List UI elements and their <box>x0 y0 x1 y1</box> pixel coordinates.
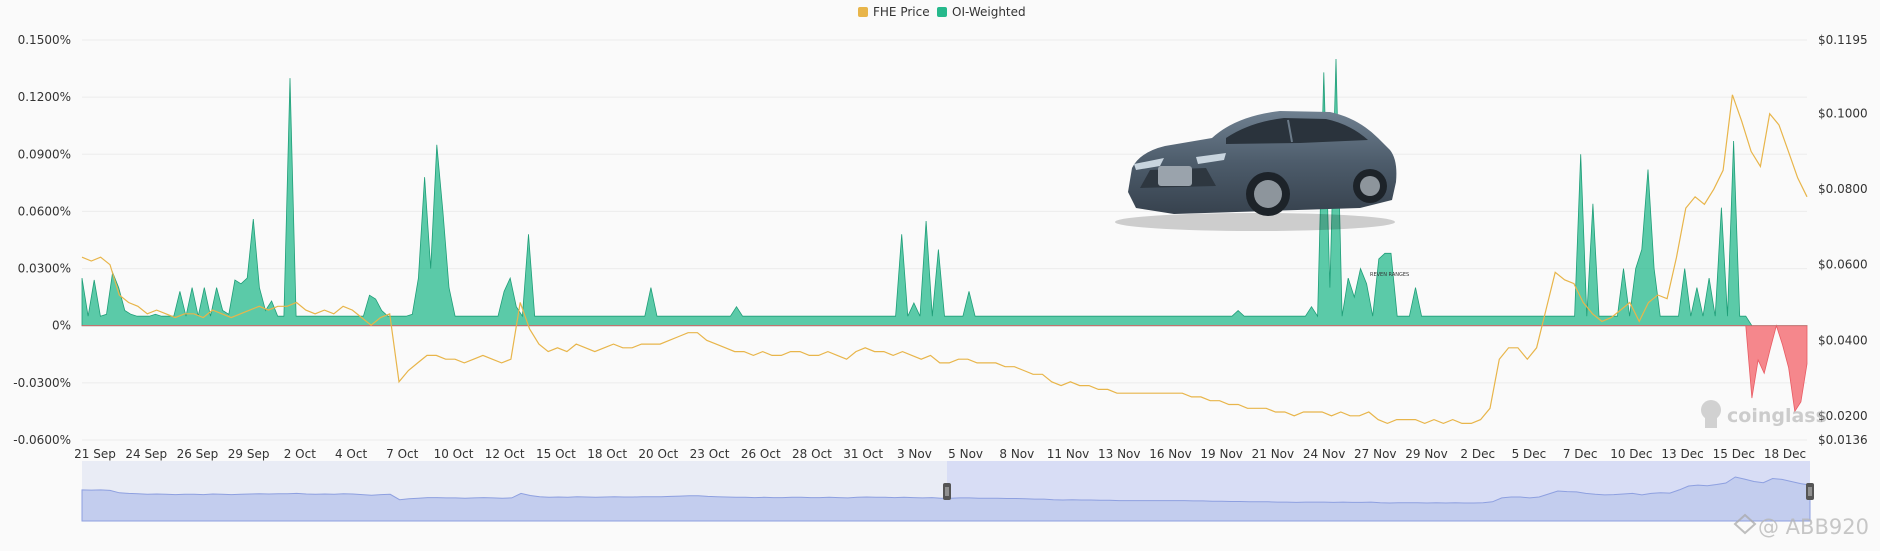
y-left-tick-label: 0.1500% <box>18 33 71 47</box>
x-tick-label: 24 Nov <box>1303 447 1346 461</box>
y-right-tick-label: $0.1195 <box>1818 33 1868 47</box>
x-tick-label: 23 Oct <box>690 447 730 461</box>
y-left-tick-label: 0.1200% <box>18 90 71 104</box>
coinglass-watermark: coinglass <box>1701 400 1827 428</box>
legend-item-fhe-price[interactable]: FHE Price <box>858 5 930 19</box>
navigator[interactable] <box>81 461 1814 522</box>
x-tick-label: 7 Dec <box>1563 447 1598 461</box>
x-tick-label: 5 Nov <box>948 447 983 461</box>
y-right-tick-label: $0.0400 <box>1818 333 1868 347</box>
y-axis-right: $0.1195 $0.1000 $0.0800 $0.0600 $0.0400 $0.02… <box>1818 33 1868 447</box>
x-tick-label: 12 Oct <box>485 447 525 461</box>
x-tick-label: 21 Sep <box>74 447 116 461</box>
x-tick-label: 10 Oct <box>434 447 474 461</box>
y-left-tick-label: 0.0600% <box>18 204 71 218</box>
legend-label-fhe-price: FHE Price <box>873 5 930 19</box>
navigator-handle-right[interactable] <box>1806 483 1814 500</box>
x-tick-label: 18 Oct <box>587 447 627 461</box>
x-tick-label: 18 Dec <box>1764 447 1806 461</box>
oi-weighted-positive-area <box>81 58 1808 327</box>
y-right-tick-label: $0.0600 <box>1818 258 1868 272</box>
coinglass-logo-icon <box>1701 400 1721 428</box>
y-left-tick-label: 0.0300% <box>18 262 71 276</box>
photo-caption: REVEN RANGES <box>1370 272 1409 278</box>
y-left-tick-label: -0.0300% <box>13 376 71 390</box>
x-tick-label: 5 Dec <box>1512 447 1547 461</box>
navigator-handle-left[interactable] <box>943 483 951 500</box>
y-left-tick-label: -0.0600% <box>13 433 71 447</box>
y-right-tick-label: $0.0800 <box>1818 182 1868 196</box>
x-tick-label: 15 Oct <box>536 447 576 461</box>
x-tick-label: 29 Sep <box>228 447 270 461</box>
plot-area <box>81 58 1808 425</box>
x-tick-label: 10 Dec <box>1610 447 1652 461</box>
y-right-tick-label: $0.0136 <box>1818 433 1868 447</box>
author-watermark-text: @ ABB920 <box>1758 515 1869 539</box>
x-tick-label: 13 Dec <box>1661 447 1703 461</box>
x-tick-label: 26 Sep <box>177 447 219 461</box>
x-tick-label: 8 Nov <box>999 447 1034 461</box>
author-watermark: @ ABB920 <box>1733 513 1869 539</box>
legend-swatch-oi-weighted <box>937 7 947 17</box>
x-tick-label: 2 Oct <box>284 447 316 461</box>
x-tick-label: 31 Oct <box>843 447 883 461</box>
x-tick-label: 26 Oct <box>741 447 781 461</box>
legend-swatch-fhe-price <box>858 7 868 17</box>
x-tick-label: 13 Nov <box>1098 447 1141 461</box>
x-tick-label: 28 Oct <box>792 447 832 461</box>
fhe-price-line <box>81 94 1808 425</box>
x-axis: 21 Sep 24 Sep 26 Sep 29 Sep 2 Oct 4 Oct 7 Oct 1… <box>74 447 1806 461</box>
x-tick-label: 15 Dec <box>1713 447 1755 461</box>
x-tick-label: 16 Nov <box>1149 447 1192 461</box>
x-tick-label: 7 Oct <box>386 447 418 461</box>
x-tick-label: 29 Nov <box>1405 447 1448 461</box>
coinglass-watermark-text: coinglass <box>1727 405 1827 427</box>
legend: FHE Price OI-Weighted <box>858 5 1026 19</box>
x-tick-label: 11 Nov <box>1047 447 1090 461</box>
x-tick-label: 20 Oct <box>638 447 678 461</box>
x-tick-label: 3 Nov <box>897 447 932 461</box>
x-tick-label: 21 Nov <box>1252 447 1295 461</box>
x-tick-label: 2 Dec <box>1460 447 1495 461</box>
y-right-tick-label: $0.1000 <box>1818 107 1868 121</box>
y-right-tick-label: $0.0200 <box>1818 409 1868 423</box>
y-axis-left: 0.1500% 0.1200% 0.0900% 0.0600% 0.0300% 0% -0.… <box>13 33 71 447</box>
y-left-tick-label: 0.0900% <box>18 147 71 161</box>
x-tick-label: 24 Sep <box>125 447 167 461</box>
oi-weighted-negative-area <box>81 324 1808 413</box>
x-tick-label: 19 Nov <box>1200 447 1243 461</box>
grid-lines <box>82 39 1807 441</box>
diamond-logo-icon <box>1733 513 1757 535</box>
legend-item-oi-weighted[interactable]: OI-Weighted <box>937 5 1026 19</box>
x-tick-label: 27 Nov <box>1354 447 1397 461</box>
y-left-tick-label: 0% <box>52 319 71 333</box>
legend-label-oi-weighted: OI-Weighted <box>952 5 1026 19</box>
x-tick-label: 4 Oct <box>335 447 367 461</box>
car-photo <box>1115 111 1397 231</box>
